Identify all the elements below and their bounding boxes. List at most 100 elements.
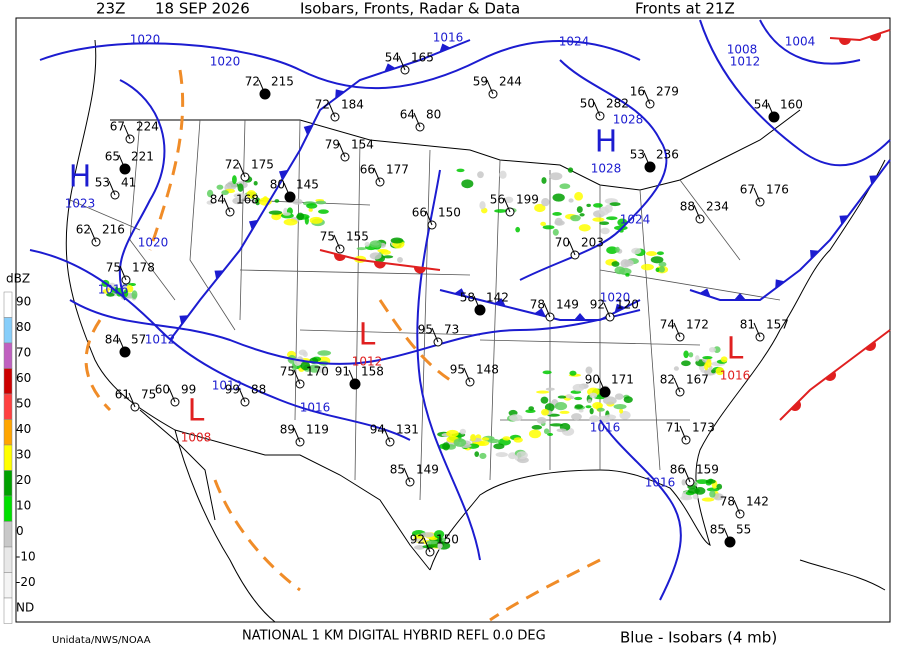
radar-echo: [569, 395, 575, 400]
scale-swatch: [3, 470, 13, 497]
radar-echo: [428, 537, 438, 541]
station-wind: [283, 182, 291, 198]
radar-echo: [552, 212, 562, 216]
radar-echo: [705, 479, 716, 484]
radar-echo: [576, 206, 583, 213]
station-pressure: 279: [656, 85, 679, 99]
isobar-label: 1024: [559, 35, 590, 49]
scale-swatch: [3, 444, 13, 471]
station-temp: 81: [740, 318, 755, 332]
station-wind: [473, 295, 481, 311]
radar-echo: [570, 214, 581, 222]
radar-echo: [232, 175, 237, 185]
station-wind: [293, 427, 301, 443]
station-pressure: 170: [306, 365, 329, 379]
radar-echo: [274, 199, 280, 203]
radar-echo: [206, 189, 214, 198]
radar-echo: [556, 428, 567, 433]
radar-echo: [571, 413, 582, 421]
radar-echo: [525, 409, 536, 413]
radar-echo: [706, 358, 712, 368]
station-wind: [333, 234, 341, 250]
radar-echo: [715, 367, 725, 376]
radar-echo: [609, 202, 621, 207]
radar-echo: [542, 225, 555, 230]
station-wind: [679, 425, 687, 441]
station-temp: 92: [590, 298, 605, 312]
station-pressure: 142: [486, 291, 509, 305]
station-pressure: 149: [556, 298, 579, 312]
front-pip: [775, 279, 785, 289]
station-pressure: 224: [136, 120, 159, 134]
station-pressure: 199: [516, 193, 539, 207]
scale-swatch: [3, 317, 13, 344]
station-pressure: 165: [411, 51, 434, 65]
station-pressure: 203: [581, 236, 604, 250]
radar-echo: [479, 201, 486, 210]
radar-echo: [106, 292, 115, 297]
isobar-label: 1028: [613, 113, 644, 127]
radar-echo: [282, 212, 291, 216]
station-wind: [383, 427, 391, 443]
station-wind: [486, 79, 494, 95]
radar-echo: [516, 451, 528, 460]
troughs: [84, 69, 601, 622]
radar-echo: [108, 282, 116, 290]
radar-echo: [126, 285, 134, 293]
station-temp: 54: [754, 98, 769, 112]
scale-swatch: [3, 291, 13, 318]
radar-echo: [615, 246, 620, 253]
radar-echo: [534, 203, 546, 213]
radar-echo: [308, 208, 313, 212]
station-temp: 91: [335, 365, 350, 379]
radar-echo: [712, 493, 724, 501]
scale-label: ND: [16, 601, 34, 615]
station-wind: [258, 79, 266, 95]
station-wind: [673, 377, 681, 393]
footer-legend: Blue - Isobars (4 mb): [620, 629, 777, 647]
station-wind: [328, 102, 336, 118]
map-layers: [15, 17, 891, 623]
station-wind: [338, 142, 346, 158]
front-pip: [839, 38, 851, 45]
front-pip: [734, 293, 746, 300]
pressure-center-value: 1008: [181, 431, 212, 445]
scale-swatch: [3, 393, 13, 420]
front-pip: [374, 261, 386, 269]
cold-front: [169, 39, 471, 341]
station-wind: [767, 102, 775, 118]
station-temp: 71: [666, 421, 681, 435]
station-wind: [223, 197, 231, 213]
isobar-label: 1012: [145, 333, 176, 347]
station-pressure: 157: [766, 318, 789, 332]
radar-echo: [568, 198, 574, 203]
station-temp: 92: [410, 533, 425, 547]
radar-echo: [600, 227, 610, 235]
station-pressure: 176: [766, 183, 789, 197]
front-pip: [839, 215, 849, 225]
front-pip: [414, 266, 426, 274]
station-pressure: 88: [251, 383, 266, 397]
radar-echo: [623, 396, 633, 403]
station-wind: [593, 101, 601, 117]
radar-echo: [446, 429, 459, 438]
radar-echo: [569, 370, 577, 376]
radar-echo: [296, 212, 305, 221]
radar-echo: [574, 396, 583, 401]
radar-echo: [509, 414, 523, 422]
scale-swatch: [3, 521, 13, 548]
radar-echo: [554, 401, 568, 411]
radar-echo: [606, 216, 618, 221]
radar-echo: [216, 184, 224, 190]
radar-echo: [713, 346, 721, 353]
cuba: [799, 559, 886, 591]
isobar-label: 1016: [98, 283, 129, 297]
radar-echo: [540, 396, 549, 404]
pressure-center-symbol: L: [359, 318, 376, 353]
radar-echo: [606, 246, 618, 254]
header-date: 18 SEP 2026: [155, 0, 250, 18]
front-pip: [278, 169, 289, 181]
front-pip: [384, 63, 396, 72]
radar-echo: [589, 407, 594, 415]
radar-echo: [680, 495, 693, 501]
